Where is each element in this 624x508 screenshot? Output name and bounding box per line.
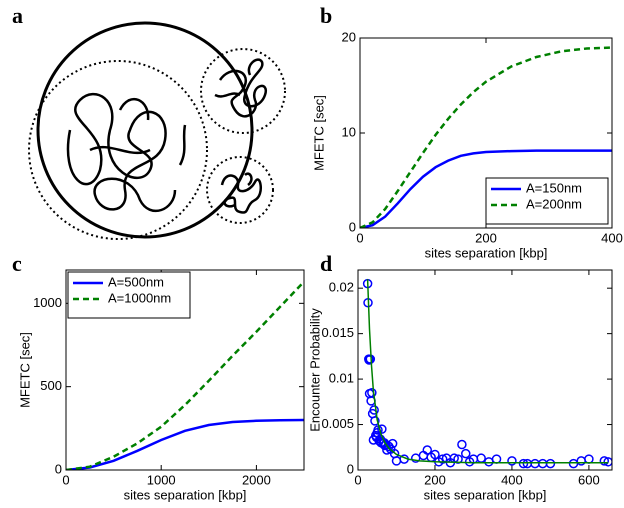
legend-label: A=1000nm xyxy=(108,290,171,305)
y-tick-label: 1000 xyxy=(33,295,62,310)
plot-area xyxy=(66,280,304,470)
point xyxy=(422,445,433,455)
domain xyxy=(28,60,208,240)
point xyxy=(377,424,387,434)
chromatin xyxy=(220,172,262,214)
y-tick-label: 0.015 xyxy=(321,325,354,340)
point xyxy=(599,456,610,466)
point xyxy=(367,387,377,398)
axes-box xyxy=(65,269,305,471)
series-line xyxy=(66,418,304,470)
panel-label: c xyxy=(12,251,22,276)
point xyxy=(476,453,486,463)
x-tick-label: 400 xyxy=(501,472,523,487)
x-axis-label: sites separation [kbp] xyxy=(124,487,247,502)
point xyxy=(364,355,374,365)
point xyxy=(437,454,448,464)
point xyxy=(530,458,540,469)
series-line xyxy=(66,280,304,470)
point xyxy=(387,438,398,449)
y-axis-label: MFETC [sec] xyxy=(17,332,32,408)
point xyxy=(457,439,467,450)
legend-label: A=150nm xyxy=(526,180,582,195)
point xyxy=(603,457,612,467)
point xyxy=(584,454,594,464)
y-axis-label: MFETC [sec] xyxy=(311,95,326,171)
point xyxy=(576,456,586,466)
y-tick-label: 0 xyxy=(347,461,354,476)
y-axis-label: Encounter Probability xyxy=(307,308,322,432)
series-line xyxy=(360,149,612,228)
x-tick-label: 0 xyxy=(354,472,361,487)
x-tick-label: 400 xyxy=(601,230,623,245)
series-line xyxy=(360,46,612,228)
x-tick-label: 600 xyxy=(578,472,600,487)
nucleus xyxy=(36,21,254,239)
y-tick-label: 0.02 xyxy=(329,280,354,295)
point xyxy=(537,458,548,469)
point xyxy=(373,425,383,435)
point xyxy=(453,454,463,464)
x-tick-label: 0 xyxy=(356,230,363,245)
legend-label: A=500nm xyxy=(108,274,164,289)
panel-label: b xyxy=(320,3,332,28)
y-tick-label: 0.01 xyxy=(329,371,354,386)
x-tick-label: 2000 xyxy=(242,472,271,487)
y-tick-label: 20 xyxy=(342,29,356,44)
domain xyxy=(206,156,274,224)
x-tick-label: 0 xyxy=(62,472,69,487)
y-tick-label: 0 xyxy=(349,219,356,234)
y-tick-label: 10 xyxy=(342,124,356,139)
plot-area xyxy=(360,46,612,228)
panel-label: d xyxy=(320,251,332,276)
axes-box xyxy=(359,37,613,229)
panel-label: a xyxy=(12,3,23,28)
legend-box xyxy=(67,271,191,319)
point xyxy=(369,405,379,415)
domain xyxy=(200,48,286,134)
point xyxy=(568,458,579,469)
point xyxy=(491,454,502,464)
x-tick-label: 200 xyxy=(475,230,497,245)
point xyxy=(430,449,440,460)
point xyxy=(484,457,494,467)
chromatin xyxy=(214,58,268,118)
x-tick-label: 1000 xyxy=(147,472,176,487)
legend-label: A=200nm xyxy=(526,196,582,211)
y-tick-label: 0 xyxy=(55,461,62,476)
y-tick-label: 0.005 xyxy=(321,416,354,431)
x-tick-label: 200 xyxy=(424,472,446,487)
legend-box xyxy=(485,177,609,225)
point xyxy=(518,458,529,469)
series-line xyxy=(366,279,609,464)
axes-box xyxy=(357,269,613,471)
point xyxy=(545,458,556,469)
point xyxy=(507,456,517,466)
plot-area xyxy=(362,278,612,469)
point xyxy=(370,416,380,426)
x-axis-label: sites separation [kbp] xyxy=(424,487,547,502)
y-tick-label: 500 xyxy=(40,378,62,393)
diagram xyxy=(28,21,286,240)
point xyxy=(461,448,471,459)
x-axis-label: sites separation [kbp] xyxy=(425,245,548,260)
chromatin xyxy=(66,92,187,212)
point xyxy=(391,456,402,466)
